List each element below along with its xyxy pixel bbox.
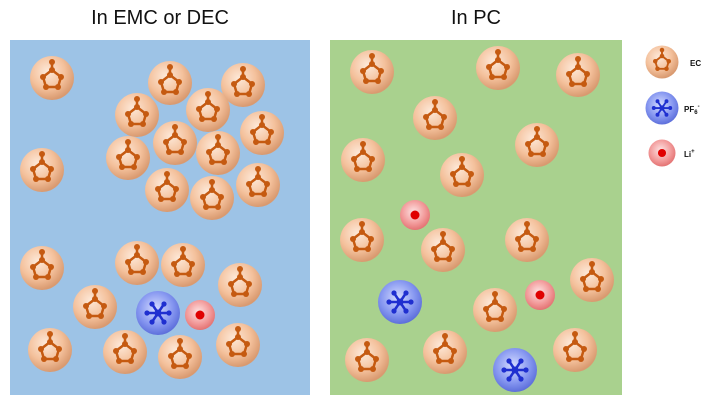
ec-molecule [214, 321, 262, 369]
ec-molecule [551, 326, 599, 374]
legend-label: PF6- [684, 104, 700, 116]
pf6-anion [491, 346, 539, 394]
ec-molecule [151, 119, 199, 167]
ec-molecule [101, 328, 149, 376]
ec-molecule [113, 91, 161, 139]
ec-molecule [143, 166, 191, 214]
ec-molecule [113, 239, 161, 287]
ec-molecule [71, 283, 119, 331]
ec-molecule [421, 328, 469, 376]
legend-label: Li+ [684, 149, 695, 159]
ec-molecule [339, 136, 387, 184]
ec-molecule [568, 256, 616, 304]
li-cation [525, 280, 555, 310]
ec-molecule [194, 129, 242, 177]
ec-molecule [216, 261, 264, 309]
legend-sup: - [698, 104, 700, 110]
ec-molecule [343, 336, 391, 384]
ec-molecule [26, 326, 74, 374]
li-cation [648, 139, 676, 167]
ec-molecule [159, 241, 207, 289]
legend-sub: 6 [694, 110, 698, 116]
ec-molecule [338, 216, 386, 264]
legend-text: PF [684, 105, 694, 114]
ec-molecule [18, 244, 66, 292]
ec-molecule [503, 216, 551, 264]
ec-molecule [184, 86, 232, 134]
ec-molecule [554, 51, 602, 99]
ec-molecule [238, 109, 286, 157]
li-cation [400, 200, 430, 230]
ec-molecule [188, 174, 236, 222]
legend-text: Li [684, 150, 691, 159]
ec-molecule [513, 121, 561, 169]
ec-molecule [438, 151, 486, 199]
ec-molecule [234, 161, 282, 209]
ec-molecule [419, 226, 467, 274]
panel-title: In PC [451, 7, 501, 29]
pf6-anion [134, 289, 182, 337]
ec-molecule [411, 94, 459, 142]
ec-molecule [104, 134, 152, 182]
legend-sup: + [691, 149, 695, 155]
panel-title: In EMC or DEC [91, 7, 229, 29]
ec-molecule [146, 59, 194, 107]
ec-molecule [471, 286, 519, 334]
ec-molecule [156, 333, 204, 381]
ec-molecule [348, 48, 396, 96]
ec-molecule [644, 44, 680, 80]
legend-label: EC [690, 59, 701, 68]
pf6-anion [644, 90, 680, 126]
ec-molecule [18, 146, 66, 194]
li-cation [185, 300, 215, 330]
ec-molecule [28, 54, 76, 102]
pf6-anion [376, 278, 424, 326]
ec-molecule [474, 44, 522, 92]
